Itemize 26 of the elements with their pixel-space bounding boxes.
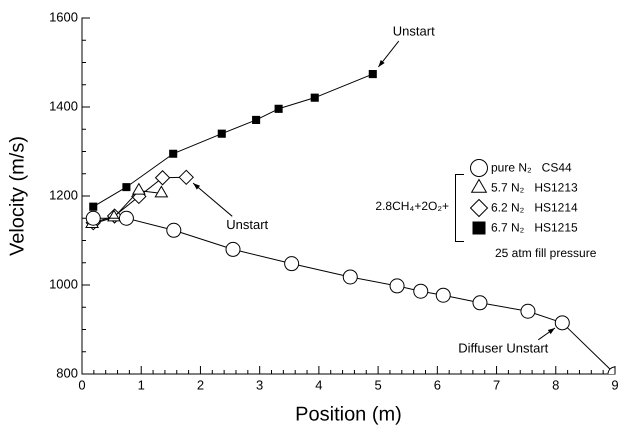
y-tick-label: 800 <box>56 366 78 381</box>
x-tick-label: 0 <box>78 377 86 392</box>
x-tick-label: 7 <box>492 377 500 392</box>
y-tick-label: 1400 <box>49 98 78 114</box>
legend-label: 6.2 N₂ HS1214 <box>491 200 578 214</box>
x-tick-label: 3 <box>256 377 264 392</box>
y-tick-label: 1200 <box>49 188 78 203</box>
x-tick-label: 4 <box>315 377 323 392</box>
x-axis-title: Position (m) <box>295 404 402 426</box>
annotation: Unstart <box>392 24 436 39</box>
x-tick-label: 5 <box>374 377 382 392</box>
x-tick-label: 2 <box>196 377 204 392</box>
legend-label: 5.7 N₂ HS1213 <box>491 180 578 194</box>
annotation: Diffuser Unstart <box>458 340 549 356</box>
y-tick-label: 1000 <box>49 276 78 292</box>
legend-label: 6.7 N₂ HS1215 <box>491 220 578 234</box>
annotation: Unstart <box>226 216 269 232</box>
x-tick-label: 9 <box>611 377 619 392</box>
y-tick-label: 1600 <box>49 10 78 25</box>
x-tick-label: 1 <box>138 377 145 392</box>
y-axis-title: Velocity (m/s) <box>6 136 29 256</box>
x-tick-label: 8 <box>552 377 560 392</box>
annotation: 25 atm fill pressure <box>495 246 596 260</box>
x-tick-label: 6 <box>434 377 441 392</box>
annotation: 2.8CH₄+2O₂+ <box>375 199 449 213</box>
legend-label: pure N₂ CS44 <box>491 160 572 174</box>
